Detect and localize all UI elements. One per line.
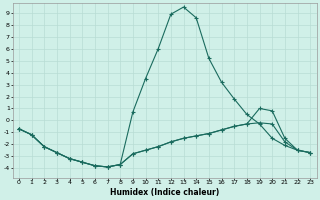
X-axis label: Humidex (Indice chaleur): Humidex (Indice chaleur) — [110, 188, 219, 197]
